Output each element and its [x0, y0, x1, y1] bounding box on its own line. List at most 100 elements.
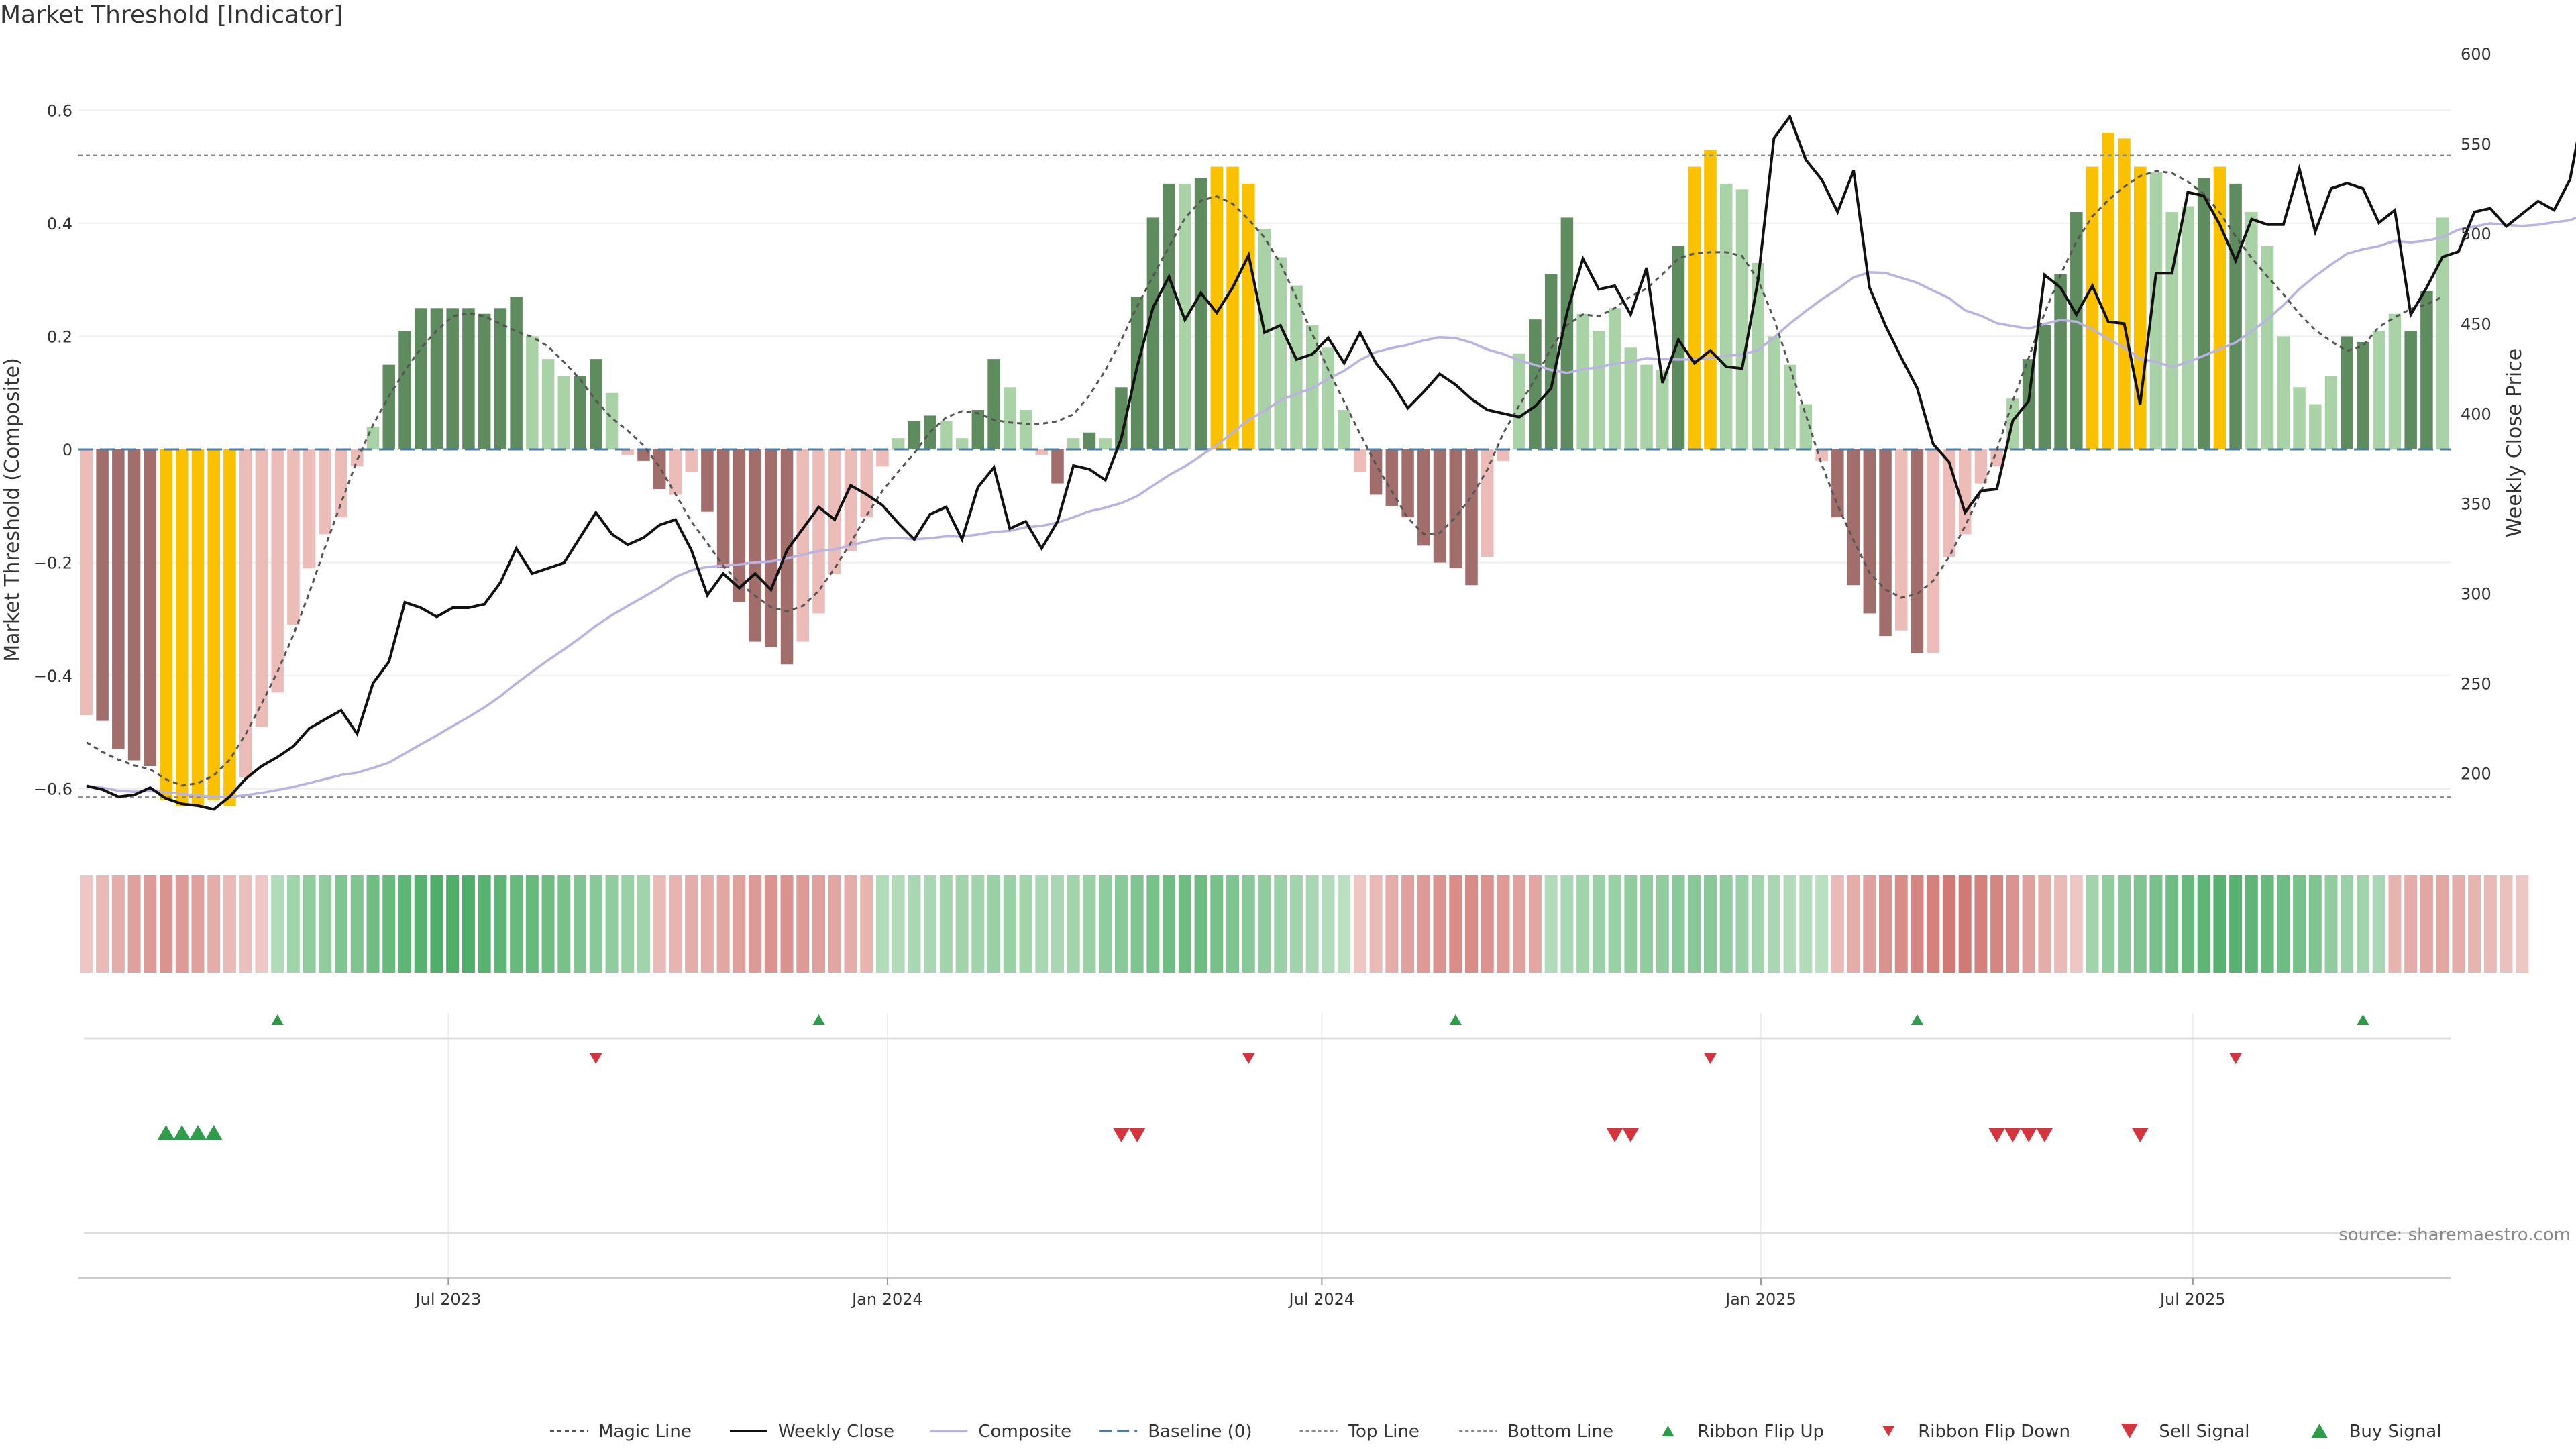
ribbon-cell [1258, 875, 1271, 973]
ribbon-cell [2356, 875, 2369, 973]
threshold-bar [653, 449, 666, 489]
legend-swatch [1882, 1426, 1895, 1436]
threshold-bar [1799, 404, 1813, 449]
threshold-bar [590, 359, 602, 449]
threshold-bar [955, 438, 969, 449]
ribbon-cell [2468, 875, 2481, 973]
ribbon-cell [1783, 875, 1796, 973]
ribbon-cell [2133, 875, 2147, 973]
threshold-bar [1481, 449, 1494, 557]
y-tick-right: 350 [2461, 494, 2491, 513]
source-note: source: sharemaestro.com [2339, 1225, 2571, 1245]
ribbon-cell [1083, 875, 1096, 973]
ribbon-cell [2213, 875, 2226, 973]
ribbon-cell [398, 875, 411, 973]
threshold-bar [2388, 313, 2402, 449]
ribbon-cell [2404, 875, 2418, 973]
threshold-bar [1274, 257, 1287, 449]
chart-title: Market Threshold [Indicator] [0, 1, 343, 29]
threshold-bar [1369, 449, 1383, 495]
ribbon-cell [1130, 875, 1144, 973]
threshold-bar [160, 449, 172, 800]
threshold-bar [1704, 150, 1717, 450]
threshold-bar [1640, 364, 1653, 449]
threshold-bar [908, 421, 921, 449]
ribbon-cell [1767, 875, 1780, 973]
ribbon-cell [96, 875, 109, 973]
sell-signal-marker [1622, 1128, 1640, 1142]
ribbon-cell [366, 875, 380, 973]
ribbon-cell [510, 875, 523, 973]
threshold-bar [1099, 438, 1112, 449]
threshold-bar [1593, 331, 1605, 449]
sell-signal-marker [2036, 1128, 2053, 1142]
ribbon-cell [1831, 875, 1844, 973]
ribbon-cell [303, 875, 316, 973]
threshold-bar [223, 449, 236, 806]
ribbon-cell [2102, 875, 2115, 973]
threshold-bar [716, 449, 730, 568]
ribbon-cell [669, 875, 682, 973]
y-tick-right: 500 [2461, 225, 2491, 244]
threshold-bar [780, 449, 794, 665]
threshold-bar [494, 308, 507, 449]
threshold-bar [1911, 449, 1924, 653]
ribbon-cell [1847, 875, 1860, 973]
threshold-bar [971, 410, 985, 449]
legend-label: Composite [978, 1421, 1071, 1442]
ribbon-cell [1242, 875, 1255, 973]
ribbon-cell [1114, 875, 1128, 973]
ribbon-cell [1894, 875, 1908, 973]
ribbon-cell [255, 875, 268, 973]
threshold-bar [1656, 370, 1669, 449]
legend-item-sell: Sell Signal [2121, 1421, 2249, 1442]
threshold-bar [319, 449, 332, 535]
ribbon-cell [1513, 875, 1526, 973]
threshold-bar [2213, 166, 2226, 450]
ribbon-cell [1433, 875, 1446, 973]
threshold-bar [446, 308, 459, 449]
ribbon-cell [589, 875, 602, 973]
threshold-bar [1990, 449, 2003, 467]
x-tick-label: Jul 2023 [415, 1290, 482, 1309]
ribbon-cell [127, 875, 141, 973]
sell-signal-marker [2020, 1128, 2037, 1142]
threshold-bar [144, 449, 157, 766]
ribbon-cell [892, 875, 905, 973]
threshold-bar [828, 449, 841, 574]
legend-item-bottom: Bottom Line [1459, 1421, 1613, 1442]
threshold-bar [637, 449, 650, 461]
series-lines [78, 113, 2576, 811]
y-axis-right-label: Weekly Close Price [2503, 348, 2526, 537]
threshold-bar [2420, 291, 2433, 449]
threshold-bar [1067, 438, 1080, 449]
threshold-bar [1688, 166, 1701, 450]
legend-item-flip_up: Ribbon Flip Up [1662, 1421, 1824, 1442]
threshold-bar [1465, 449, 1478, 586]
ribbon-cell [541, 875, 555, 973]
ribbon-cell [382, 875, 396, 973]
legend-label: Ribbon Flip Up [1697, 1421, 1824, 1442]
threshold-bar [1146, 217, 1160, 449]
threshold-bar [987, 359, 1000, 449]
axes: 0.6 0.4 0.2 0 −0.2 −0.4 −0.6 600 550 500 450 400 350… [34, 45, 2491, 1309]
ribbon-cell [924, 875, 937, 973]
threshold-bar [621, 449, 634, 455]
legend-item-flip_down: Ribbon Flip Down [1882, 1421, 2070, 1442]
threshold-bar [335, 449, 347, 518]
sell-signal-marker [1128, 1128, 1146, 1142]
threshold-bar [1719, 183, 1733, 449]
threshold-bar [2197, 178, 2210, 449]
threshold-bar [1783, 364, 1796, 449]
ribbon-cell [1990, 875, 2004, 973]
threshold-bar [1831, 449, 1844, 518]
ribbon-cell [796, 875, 810, 973]
threshold-bar [796, 449, 810, 642]
threshold-bar [574, 376, 586, 449]
ribbon-cell [462, 875, 475, 973]
threshold-bar [414, 308, 427, 449]
ribbon-cell [1576, 875, 1590, 973]
ribbon-cell [1178, 875, 1191, 973]
signal-markers [84, 1014, 2451, 1234]
ribbon-cell [1210, 875, 1224, 973]
